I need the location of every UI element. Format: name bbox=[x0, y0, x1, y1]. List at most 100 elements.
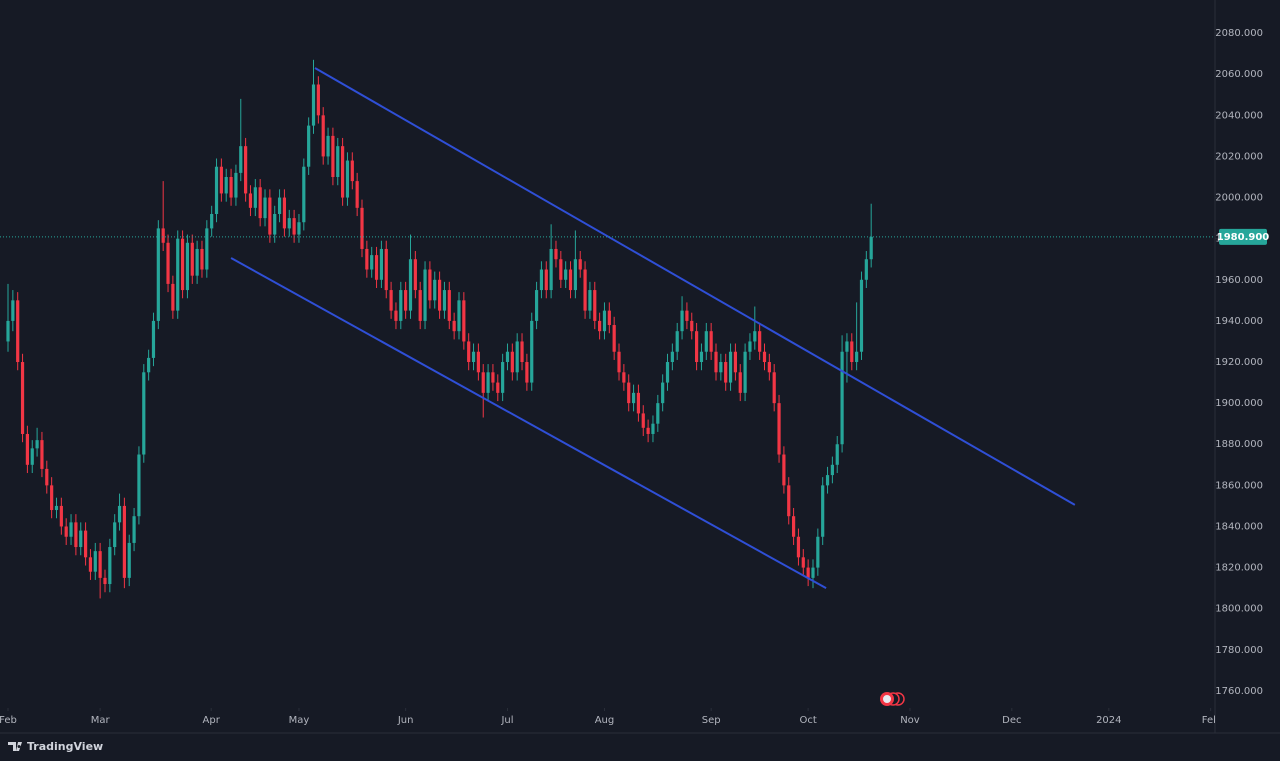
candle-body bbox=[534, 290, 539, 321]
candle-body bbox=[816, 536, 820, 568]
candle-body bbox=[190, 242, 194, 276]
candle-body bbox=[675, 331, 679, 352]
candle-body bbox=[253, 187, 257, 208]
y-tick-label: 2020.000 bbox=[1215, 151, 1263, 162]
candle-body bbox=[45, 468, 49, 486]
logo: TradingView bbox=[8, 740, 103, 753]
candle-body bbox=[331, 135, 335, 177]
candle-body bbox=[593, 290, 597, 321]
candle-body bbox=[365, 248, 369, 270]
candle-body bbox=[462, 300, 466, 342]
candle-body bbox=[617, 351, 621, 373]
candle-body bbox=[724, 362, 728, 383]
y-tick-label: 1920.000 bbox=[1215, 357, 1263, 368]
candle-body bbox=[530, 320, 534, 383]
candle-body bbox=[505, 351, 510, 363]
candle-body bbox=[855, 351, 859, 363]
candle-body bbox=[50, 485, 54, 511]
candle-body bbox=[864, 259, 868, 280]
candle-body bbox=[554, 248, 558, 260]
candle-body bbox=[263, 197, 267, 219]
candle-body bbox=[93, 551, 97, 572]
candle-body bbox=[733, 351, 738, 373]
candle-body bbox=[549, 248, 553, 291]
candle-body bbox=[573, 259, 577, 291]
candle-body bbox=[345, 160, 350, 198]
y-tick-label: 2060.000 bbox=[1215, 69, 1263, 80]
candle-body bbox=[695, 331, 699, 363]
candle-body bbox=[481, 372, 485, 393]
candle-body bbox=[501, 362, 505, 393]
candle-body bbox=[418, 290, 422, 321]
price-axis: 2080.000 2060.000 2040.000 2020.000 2000.000… bbox=[1215, 28, 1269, 697]
candle-body bbox=[840, 351, 844, 445]
x-tick-label: Feb bbox=[0, 715, 17, 726]
candle-body bbox=[370, 255, 374, 270]
candle-body bbox=[447, 290, 451, 321]
candle-body bbox=[442, 290, 447, 311]
candle-body bbox=[496, 382, 500, 393]
x-tick-label: Aug bbox=[595, 715, 615, 726]
candle-body bbox=[656, 403, 660, 424]
events-icon[interactable] bbox=[880, 692, 905, 706]
candle-body bbox=[341, 146, 345, 198]
candle-body bbox=[825, 475, 830, 486]
candle-body bbox=[845, 341, 849, 352]
candle-body bbox=[598, 320, 602, 332]
candle-body bbox=[350, 160, 354, 182]
candle-body bbox=[224, 177, 228, 194]
candle-body bbox=[762, 351, 767, 363]
candle-body bbox=[205, 228, 209, 270]
y-tick-label: 2080.000 bbox=[1215, 28, 1263, 39]
x-tick-label: May bbox=[289, 715, 310, 726]
candle-body bbox=[6, 320, 10, 342]
candle-body bbox=[83, 530, 88, 558]
x-tick-label: Feb bbox=[1202, 715, 1220, 726]
candle-body bbox=[811, 567, 815, 578]
candle-body bbox=[25, 433, 29, 465]
candle-body bbox=[59, 505, 63, 527]
candle-body bbox=[704, 331, 708, 352]
branding: TradingView bbox=[27, 740, 103, 753]
candle-body bbox=[248, 193, 253, 208]
candle-body bbox=[622, 372, 626, 383]
candle-body bbox=[627, 382, 631, 404]
candle-body bbox=[229, 177, 233, 198]
time-axis: Feb Mar Apr May Jun Jul Aug Sep Oct Nov Dec 2024 Feb bbox=[0, 708, 1220, 726]
candle-body bbox=[743, 351, 747, 393]
candle-body bbox=[738, 372, 742, 393]
candle-body bbox=[302, 166, 306, 223]
candle-body bbox=[787, 485, 791, 517]
candle-body bbox=[525, 362, 529, 383]
candle-body bbox=[185, 242, 190, 291]
candle-body bbox=[709, 331, 713, 352]
candle-body bbox=[520, 341, 524, 363]
y-tick-label: 2040.000 bbox=[1215, 110, 1263, 121]
candle-body bbox=[384, 248, 388, 291]
candle-body bbox=[287, 218, 291, 229]
candle-body bbox=[602, 310, 607, 332]
x-tick-label: Mar bbox=[91, 715, 111, 726]
candle-body bbox=[161, 228, 165, 243]
candle-body bbox=[719, 362, 723, 373]
y-tick-label: 1940.000 bbox=[1215, 316, 1263, 327]
candle-body bbox=[665, 362, 670, 383]
x-tick-label: Sep bbox=[702, 715, 721, 726]
y-tick-label: 1900.000 bbox=[1215, 398, 1263, 409]
trendline bbox=[230, 257, 827, 590]
y-tick-label: 1860.000 bbox=[1215, 480, 1263, 491]
candle-body bbox=[588, 290, 592, 311]
candle-body bbox=[273, 214, 277, 235]
candle-body bbox=[219, 166, 223, 194]
event-flag bbox=[883, 695, 891, 703]
candle-body bbox=[69, 522, 73, 537]
candle-body bbox=[292, 218, 296, 235]
candle-body bbox=[355, 181, 359, 208]
candle-body bbox=[374, 255, 379, 280]
candle-body bbox=[850, 341, 854, 363]
candle-body bbox=[467, 341, 471, 363]
candle-body bbox=[103, 577, 107, 585]
candle-body bbox=[404, 290, 408, 311]
